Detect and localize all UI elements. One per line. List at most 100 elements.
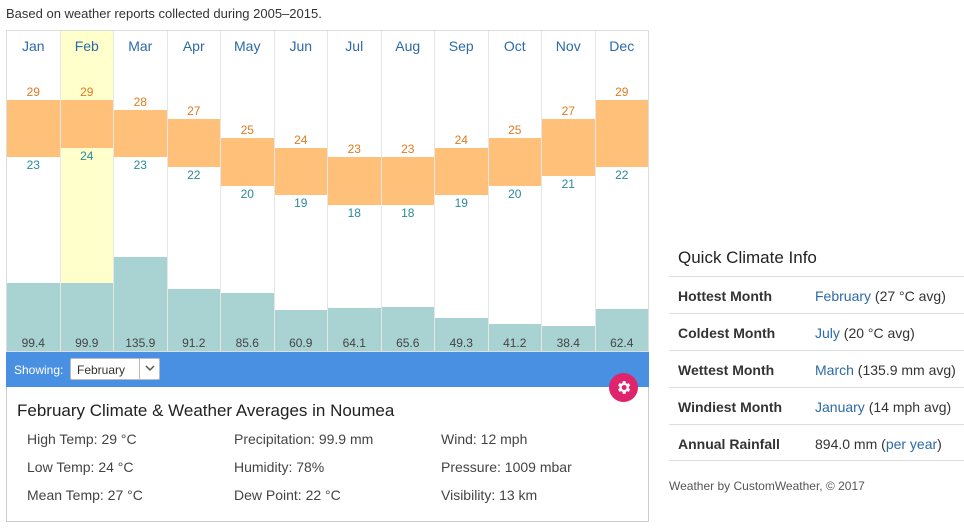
- month-select-value: February: [77, 363, 126, 377]
- rainfall-bar: [114, 257, 167, 351]
- temperature-range-bar: [274, 147, 327, 195]
- gear-icon[interactable]: [609, 373, 638, 402]
- high-temp-label: 23: [347, 142, 361, 156]
- high-temp-label: 29: [615, 85, 629, 99]
- rainfall-label: 62.4: [610, 336, 634, 350]
- temperature-range-bar: [7, 100, 60, 157]
- low-temp-label: 23: [133, 158, 147, 172]
- quick-info-row: Windiest Month January (14 mph avg): [669, 387, 964, 424]
- quick-climate-title: Quick Climate Info: [678, 248, 817, 267]
- quick-info-value-suffix: (27 °C avg): [871, 288, 946, 304]
- month-name[interactable]: Nov: [555, 38, 581, 54]
- month-column-aug[interactable]: Aug 23 18 65.6: [381, 31, 435, 351]
- month-column-jun[interactable]: Jun 24 19 60.9: [274, 31, 328, 351]
- high-temp-label: 25: [508, 123, 522, 137]
- high-temp-label: 24: [294, 132, 308, 147]
- temperature-range-bar: [595, 100, 648, 167]
- month-name[interactable]: May: [234, 38, 261, 54]
- quick-info-label: Windiest Month: [678, 399, 783, 415]
- quick-info-value: July (20 °C avg): [815, 325, 915, 341]
- rainfall-bar: [221, 292, 274, 351]
- climate-stat: High Temp: 29 °C: [27, 431, 137, 447]
- month-column-oct[interactable]: Oct 25 20 41.2: [488, 31, 542, 351]
- month-column-apr[interactable]: Apr 27 22 91.2: [167, 31, 221, 351]
- quick-info-link[interactable]: July: [815, 325, 840, 341]
- month-name[interactable]: Feb: [74, 38, 99, 54]
- low-temp-label: 22: [615, 167, 629, 182]
- rainfall-bar: [167, 288, 220, 351]
- rainfall-label: 65.6: [396, 336, 420, 350]
- month-name[interactable]: Aug: [395, 38, 421, 54]
- quick-info-link[interactable]: January: [815, 399, 865, 415]
- high-temp-label: 27: [561, 104, 575, 118]
- month-column-nov[interactable]: Nov 27 21 38.4: [542, 31, 596, 351]
- month-column-sep[interactable]: Sep 24 19 49.3: [435, 31, 489, 351]
- climate-stat: Dew Point: 22 °C: [234, 487, 341, 503]
- temperature-range-bar: [381, 157, 434, 205]
- weather-credit: Weather by CustomWeather, © 2017: [669, 479, 865, 493]
- temperature-range-bar: [60, 100, 113, 148]
- month-name[interactable]: Jan: [21, 38, 45, 54]
- rainfall-bar: [7, 282, 60, 351]
- quick-info-label: Coldest Month: [678, 325, 776, 341]
- high-temp-label: 25: [240, 123, 254, 137]
- month-name[interactable]: Mar: [128, 38, 153, 54]
- rainfall-bar: [328, 307, 381, 351]
- high-temp-label: 27: [187, 104, 201, 118]
- rainfall-bar: [435, 318, 488, 351]
- low-temp-label: 24: [80, 148, 94, 163]
- month-name[interactable]: Oct: [503, 38, 526, 54]
- quick-info-label: Hottest Month: [678, 288, 773, 304]
- rainfall-label: 99.9: [75, 336, 99, 350]
- temperature-range-bar: [435, 147, 488, 195]
- high-temp-label: 28: [133, 94, 147, 109]
- high-temp-label: 29: [80, 85, 94, 99]
- quick-climate-info: Quick Climate Info Hottest Month February…: [669, 240, 964, 461]
- showing-label: Showing:: [14, 363, 64, 377]
- quick-info-link[interactable]: per year: [885, 436, 938, 452]
- low-temp-label: 21: [561, 177, 575, 191]
- rainfall-label: 49.3: [449, 336, 473, 350]
- low-temp-label: 20: [508, 186, 522, 201]
- month-select[interactable]: February: [70, 358, 160, 380]
- month-column-jul[interactable]: Jul 23 18 64.1: [328, 31, 382, 351]
- month-name[interactable]: Dec: [609, 38, 635, 54]
- quick-info-link[interactable]: February: [815, 288, 872, 304]
- month-column-feb[interactable]: Feb 29 24 99.9: [60, 31, 114, 351]
- temperature-range-bar: [167, 119, 220, 167]
- month-column-dec[interactable]: Dec 29 22 62.4: [595, 31, 648, 351]
- showing-bar: Showing: February: [6, 352, 649, 387]
- quick-info-value-suffix: ): [937, 436, 942, 452]
- rainfall-bar: [274, 310, 327, 351]
- low-temp-label: 22: [187, 167, 201, 182]
- rainfall-bar: [595, 309, 648, 351]
- month-name[interactable]: Jul: [345, 38, 364, 54]
- quick-info-row: Hottest Month February (27 °C avg): [669, 276, 964, 313]
- high-temp-label: 24: [454, 132, 468, 147]
- quick-info-value: January (14 mph avg): [815, 399, 951, 415]
- rainfall-label: 38.4: [556, 336, 580, 350]
- month-name[interactable]: Jun: [289, 38, 313, 54]
- climate-stat: Visibility: 13 km: [441, 487, 538, 503]
- climate-stat: Humidity: 78%: [234, 459, 325, 475]
- quick-info-label: Annual Rainfall: [678, 436, 780, 452]
- rainfall-label: 64.1: [342, 336, 366, 350]
- quick-info-value-suffix: (135.9 mm avg): [853, 362, 956, 378]
- quick-info-row: Wettest Month March (135.9 mm avg): [669, 350, 964, 387]
- month-name[interactable]: Apr: [182, 38, 205, 54]
- rainfall-bar: [542, 325, 595, 351]
- quick-info-value: March (135.9 mm avg): [815, 362, 956, 378]
- details-title: February Climate & Weather Averages in N…: [17, 401, 395, 420]
- month-details-panel: February Climate & Weather Averages in N…: [6, 387, 649, 522]
- month-column-mar[interactable]: Mar 28 23 135.9: [114, 31, 168, 351]
- quick-info-value: February (27 °C avg): [815, 288, 946, 304]
- month-name[interactable]: Sep: [448, 38, 474, 54]
- quick-info-link[interactable]: March: [815, 362, 854, 378]
- rainfall-bar: [381, 306, 434, 351]
- month-column-may[interactable]: May 25 20 85.6: [221, 31, 275, 351]
- month-column-jan[interactable]: Jan 29 23 99.4: [7, 31, 61, 351]
- climate-stat: Wind: 12 mph: [441, 431, 528, 447]
- climate-stat: Mean Temp: 27 °C: [27, 487, 143, 503]
- chevron-down-icon[interactable]: [139, 359, 159, 379]
- low-temp-label: 20: [240, 186, 254, 201]
